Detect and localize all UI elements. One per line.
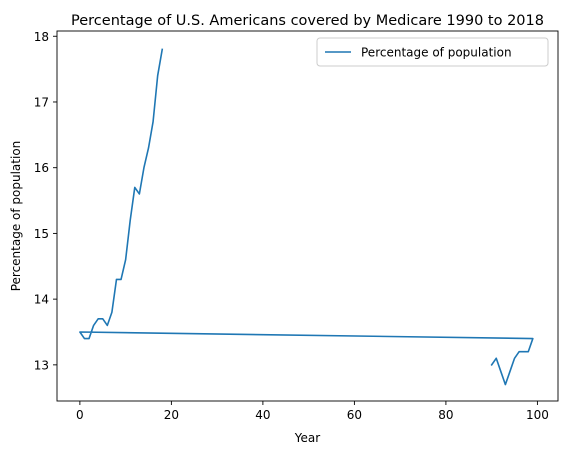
y-tick-label: 15 — [34, 227, 49, 241]
y-tick-label: 13 — [34, 358, 49, 372]
x-tick-label: 20 — [164, 408, 179, 422]
series-line-0 — [79, 48, 534, 386]
y-axis-label: Percentage of population — [9, 141, 23, 292]
plot-frame — [56, 30, 559, 402]
x-tick-label: 40 — [255, 408, 270, 422]
y-tick-label: 14 — [34, 293, 49, 307]
x-tick-label: 0 — [76, 408, 84, 422]
y-tick-label: 17 — [34, 95, 49, 109]
y-axis-ticks: 13 14 15 16 17 18 — [34, 30, 57, 372]
chart-title: Percentage of U.S. Americans covered by … — [71, 13, 544, 29]
x-axis-label: Year — [294, 431, 320, 445]
x-tick-label: 60 — [347, 408, 362, 422]
y-tick-label: 16 — [34, 161, 49, 175]
x-tick-label: 100 — [526, 408, 549, 422]
plot-area — [56, 30, 559, 402]
x-tick-label: 80 — [438, 408, 453, 422]
legend: Percentage of population — [316, 37, 549, 67]
legend-box — [316, 37, 549, 67]
x-axis-ticks: 0 20 40 60 80 100 — [76, 401, 549, 422]
y-tick-label: 18 — [34, 30, 49, 44]
legend-label: Percentage of population — [361, 46, 512, 60]
